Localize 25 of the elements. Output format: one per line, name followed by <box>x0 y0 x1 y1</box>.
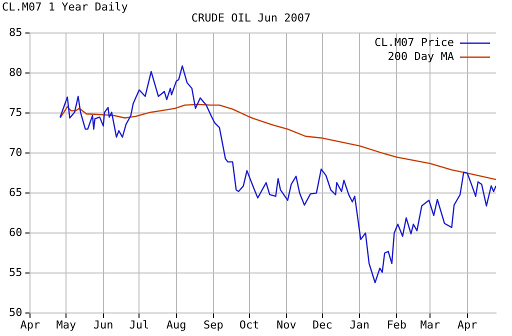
x-tick-label: Jul <box>129 318 150 332</box>
y-tick-label: 80 <box>8 66 22 80</box>
y-tick-label: 75 <box>8 106 22 119</box>
x-tick-label: Apr <box>20 318 41 332</box>
x-tick-label: Jun <box>93 318 114 332</box>
y-tick-label: 60 <box>8 226 22 239</box>
x-tick-label: Jan <box>350 318 370 332</box>
y-tick-label: 65 <box>8 186 22 199</box>
legend-label: 200 Day MA <box>388 50 454 64</box>
chart-title: CRUDE OIL Jun 2007 <box>191 11 311 24</box>
y-tick-label: 70 <box>8 146 22 159</box>
x-tick-label: May <box>56 318 76 332</box>
x-tick-label: Feb <box>386 318 407 332</box>
x-tick-label: Aug <box>166 318 186 332</box>
legend-label: CL.M07 Price <box>374 36 454 50</box>
x-tick-label: Dec <box>312 318 332 332</box>
text: CL.M07 1 Year Daily <box>2 0 128 14</box>
y-tick-label: 55 <box>8 266 22 279</box>
x-tick-label: Sep <box>204 318 224 332</box>
y-tick-label: 50 <box>8 306 22 319</box>
y-tick-label: 85 <box>8 26 22 40</box>
x-tick-label: Apr <box>457 318 478 332</box>
x-tick-label: Mar <box>420 318 440 332</box>
x-tick-label: Nov <box>276 318 297 332</box>
x-tick-label: Oct <box>239 318 260 332</box>
